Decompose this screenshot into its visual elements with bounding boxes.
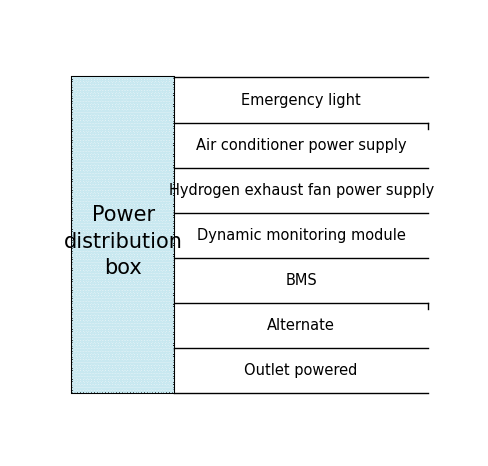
Text: Hydrogen exhaust fan power supply: Hydrogen exhaust fan power supply [168, 183, 434, 198]
Text: Dynamic monitoring module: Dynamic monitoring module [197, 228, 406, 243]
Bar [72, 77, 175, 393]
Text: Alternate: Alternate [267, 318, 335, 333]
Text: BMS: BMS [285, 273, 317, 288]
Text: Air conditioner power supply: Air conditioner power supply [196, 137, 407, 152]
Text: Outlet powered: Outlet powered [244, 363, 358, 378]
Text: Power
distribution
box: Power distribution box [64, 205, 183, 278]
Text: Emergency light: Emergency light [241, 93, 361, 108]
Bar [72, 77, 175, 393]
